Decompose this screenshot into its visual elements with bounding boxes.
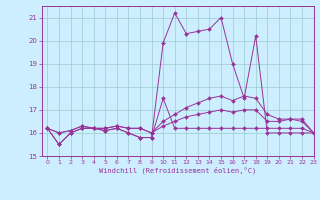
X-axis label: Windchill (Refroidissement éolien,°C): Windchill (Refroidissement éolien,°C): [99, 167, 256, 174]
